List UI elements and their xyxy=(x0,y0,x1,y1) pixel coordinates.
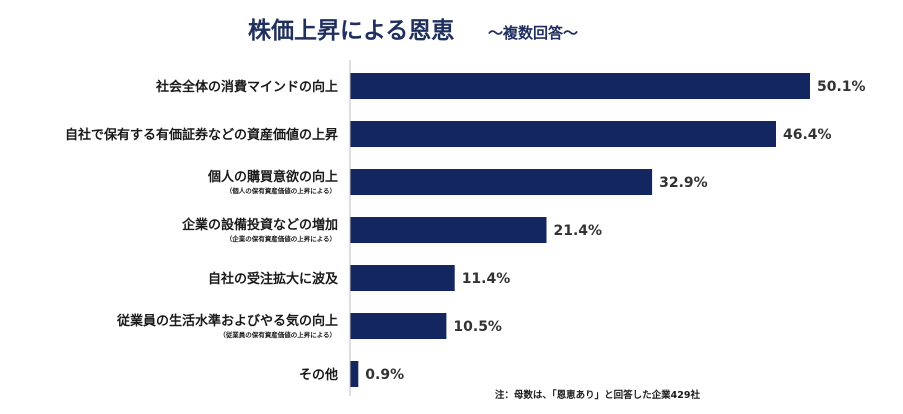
bar xyxy=(350,265,455,291)
category-sublabel: （企業の保有資産価値の上昇による） xyxy=(226,234,336,243)
bar xyxy=(350,73,810,99)
category-sublabel: （従業員の保有資産価値の上昇による） xyxy=(219,330,336,339)
footnote: 注：母数は、「恩恵あり」と回答した企業429社 xyxy=(495,389,701,401)
category-label: 個人の購買意欲の向上 xyxy=(207,169,338,185)
bar xyxy=(350,313,447,339)
category-sublabel: （個人の保有資産価値の上昇による） xyxy=(226,186,336,195)
chart-title: 株価上昇による恩恵 xyxy=(248,18,454,44)
value-label: 10.5% xyxy=(453,319,502,335)
value-label: 32.9% xyxy=(659,175,708,191)
bar xyxy=(350,169,653,195)
category-label: 社会全体の消費マインドの向上 xyxy=(155,79,338,95)
category-label: 自社で保有する有価証券などの資産価値の上昇 xyxy=(65,127,338,143)
bar xyxy=(350,217,547,243)
category-label: 従業員の生活水準およびやる気の向上 xyxy=(116,313,338,329)
category-label: 自社の受注拡大に波及 xyxy=(208,271,339,287)
chart-subtitle: ～複数回答～ xyxy=(488,24,578,42)
category-label: 企業の設備投資などの増加 xyxy=(181,217,338,233)
value-label: 46.4% xyxy=(783,127,832,143)
plot-area: 50.1% 社会全体の消費マインドの向上 46.4% 自社で保有する有価証券などの資産… xyxy=(65,73,866,387)
bar xyxy=(350,361,359,387)
value-label: 11.4% xyxy=(462,271,511,287)
bar xyxy=(350,121,776,147)
value-label: 21.4% xyxy=(554,223,603,239)
category-label: その他 xyxy=(299,367,338,383)
value-label: 50.1% xyxy=(817,79,866,95)
value-label: 0.9% xyxy=(365,367,404,383)
